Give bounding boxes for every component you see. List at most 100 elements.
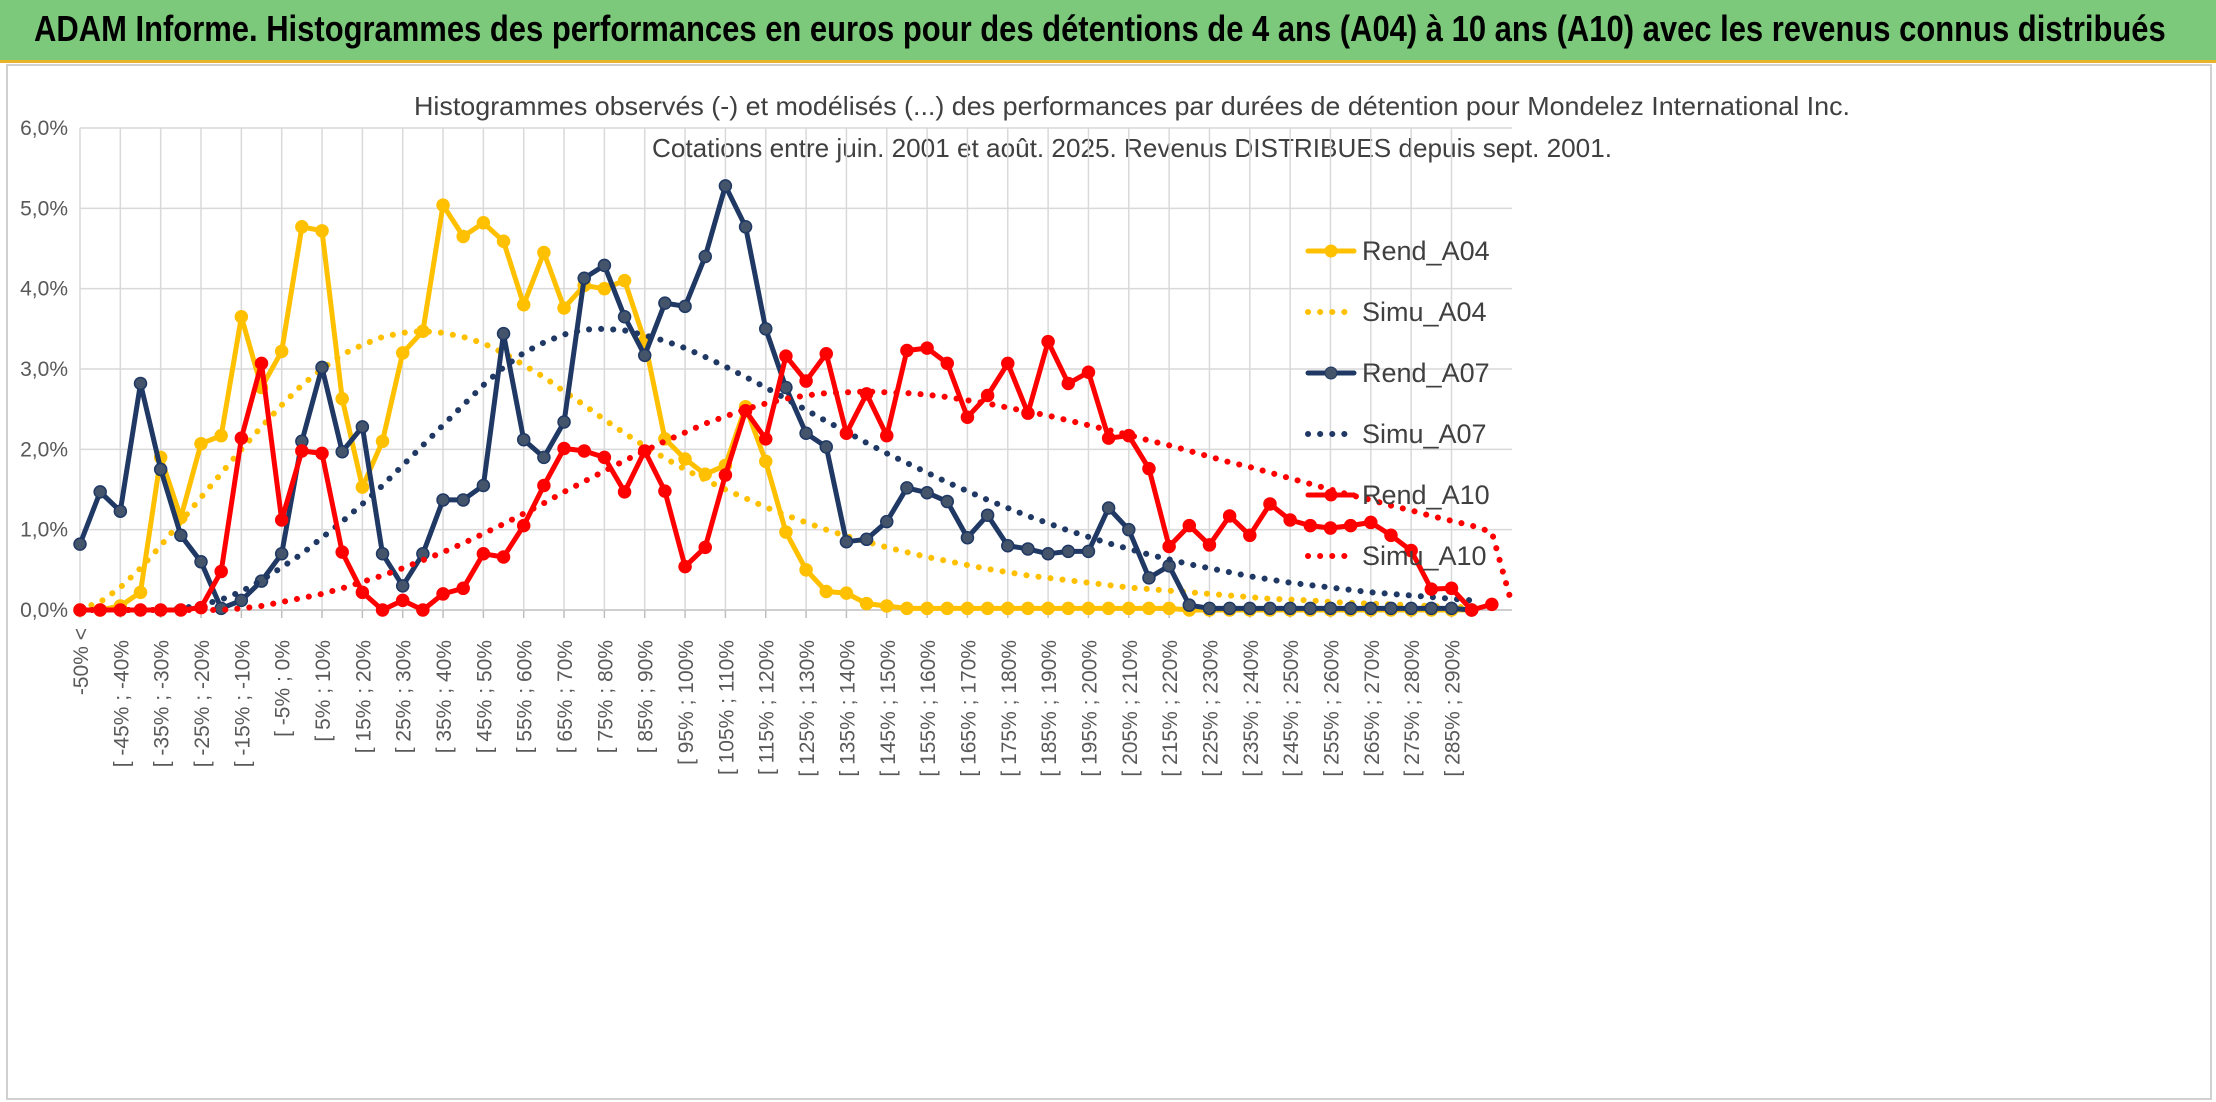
data-point-rend-a07 (496, 326, 511, 341)
data-point-rend-a10 (214, 564, 228, 579)
legend-label: Simu_A04 (1362, 297, 1487, 327)
data-point-rend-a04 (335, 391, 349, 406)
series-line-rend-a07 (77, 183, 1475, 613)
data-point-rend-a10 (1384, 528, 1398, 543)
x-tick-label: [ 215% ; 220% (1159, 640, 1182, 777)
data-point-rend-a07 (355, 420, 370, 434)
x-tick-label: [ 125% ; 130% (796, 640, 819, 777)
data-point-rend-a10 (537, 478, 551, 493)
data-point-rend-a07 (1202, 601, 1217, 616)
data-point-rend-a10 (1001, 356, 1015, 371)
x-tick-label: [ 185% ; 190% (1038, 640, 1061, 777)
data-point-rend-a10 (980, 388, 995, 403)
data-point-rend-a04 (980, 601, 995, 616)
data-point-rend-a07 (1243, 601, 1257, 616)
data-point-rend-a07 (1021, 542, 1035, 556)
data-point-rend-a04 (1021, 601, 1035, 616)
data-point-rend-a10 (436, 587, 450, 601)
x-tick-label: [ 255% ; 260% (1320, 640, 1343, 777)
data-point-rend-a07 (1101, 501, 1116, 515)
data-point-rend-a04 (900, 601, 914, 616)
data-point-rend-a04 (274, 344, 289, 359)
data-point-rend-a10 (960, 410, 975, 424)
data-point-rend-a04 (1142, 601, 1156, 616)
data-point-rend-a07 (859, 532, 874, 547)
data-point-rend-a04 (476, 216, 491, 230)
data-point-rend-a07 (1323, 601, 1338, 616)
y-tick-label: 6,0% (20, 117, 68, 140)
data-point-rend-a04 (1162, 601, 1176, 616)
data-point-rend-a07 (1384, 601, 1398, 616)
data-point-rend-a07 (1142, 571, 1156, 585)
data-point-rend-a04 (839, 586, 854, 600)
data-point-rend-a07 (153, 462, 168, 477)
data-point-rend-a10 (839, 426, 854, 441)
data-point-rend-a07 (73, 537, 87, 551)
data-point-rend-a04 (779, 525, 793, 539)
legend-label: Simu_A10 (1362, 541, 1487, 571)
data-point-rend-a10 (678, 559, 692, 574)
data-point-rend-a07 (537, 450, 551, 465)
data-point-rend-a04 (1001, 601, 1015, 616)
chart-frame: Histogrammes observés (-) et modélisés (… (6, 64, 2212, 1100)
data-point-rend-a04 (496, 234, 511, 249)
data-point-rend-a10 (1222, 509, 1237, 523)
x-tick-label: -50% < (70, 628, 93, 695)
data-point-rend-a10 (779, 349, 793, 363)
data-point-rend-a07 (880, 514, 894, 529)
data-point-rend-a10 (557, 441, 571, 456)
x-tick-label: [ 75% ; 80% (594, 640, 617, 753)
data-point-rend-a04 (1101, 601, 1116, 616)
data-point-rend-a10 (577, 444, 591, 458)
x-tick-label: [ 235% ; 240% (1240, 640, 1263, 777)
data-point-rend-a04 (1061, 601, 1076, 616)
data-point-rend-a10 (1424, 582, 1439, 596)
series-line-simu-a07 (77, 325, 1475, 613)
x-tick-label: [ 165% ; 170% (957, 640, 980, 777)
data-point-rend-a04 (194, 436, 208, 451)
data-point-rend-a07 (819, 440, 834, 454)
data-point-rend-a07 (718, 179, 733, 193)
data-point-rend-a10 (516, 518, 531, 533)
data-point-rend-a07 (133, 376, 148, 391)
data-point-rend-a07 (1303, 601, 1318, 616)
data-point-rend-a10 (335, 545, 349, 559)
data-point-rend-a04 (597, 281, 612, 296)
histogram-chart: Histogrammes observés (-) et modélisés (… (20, 91, 1850, 777)
x-tick-label: [ -35% ; -30% (151, 640, 174, 767)
data-point-rend-a10 (1081, 365, 1096, 379)
x-tick-label: [ -45% ; -40% (110, 640, 133, 767)
data-point-rend-a07 (980, 508, 995, 522)
data-point-rend-a04 (1122, 601, 1136, 616)
data-point-rend-a10 (375, 603, 390, 617)
data-point-rend-a04 (516, 297, 531, 312)
data-point-rend-a07 (395, 579, 410, 593)
data-point-rend-a07 (93, 485, 107, 499)
data-point-rend-a10 (1162, 539, 1176, 554)
data-point-rend-a04 (1041, 601, 1055, 616)
data-point-rend-a07 (758, 322, 773, 336)
data-point-rend-a04 (133, 585, 148, 600)
data-point-rend-a10 (1343, 518, 1358, 533)
data-point-rend-a10 (1243, 528, 1257, 543)
x-tick-label: [ 35% ; 40% (433, 640, 456, 753)
chart-subtitle: Cotations entre juin. 2001 et août. 2025… (652, 133, 1612, 163)
data-point-rend-a10 (658, 484, 672, 498)
x-tick-label: [ -25% ; -20% (191, 640, 214, 767)
data-point-rend-a10 (1202, 538, 1217, 552)
series-line-simu-a10 (77, 388, 1515, 613)
y-tick-label: 0,0% (20, 599, 68, 622)
data-point-rend-a07 (617, 310, 632, 324)
data-point-rend-a07 (698, 249, 712, 264)
data-point-rend-a10 (355, 585, 370, 600)
x-tick-label: [ 45% ; 50% (473, 640, 496, 753)
header-banner: ADAM Informe. Histogrammes des performan… (0, 0, 2216, 63)
data-point-rend-a10 (1283, 513, 1297, 527)
data-point-rend-a10 (900, 343, 914, 358)
data-point-rend-a07 (960, 530, 975, 545)
data-point-rend-a04 (456, 229, 470, 244)
legend-label: Rend_A04 (1362, 236, 1490, 266)
data-point-rend-a07 (1182, 598, 1197, 612)
x-tick-label: [ 5% ; 10% (312, 640, 335, 742)
data-point-rend-a07 (194, 555, 208, 569)
